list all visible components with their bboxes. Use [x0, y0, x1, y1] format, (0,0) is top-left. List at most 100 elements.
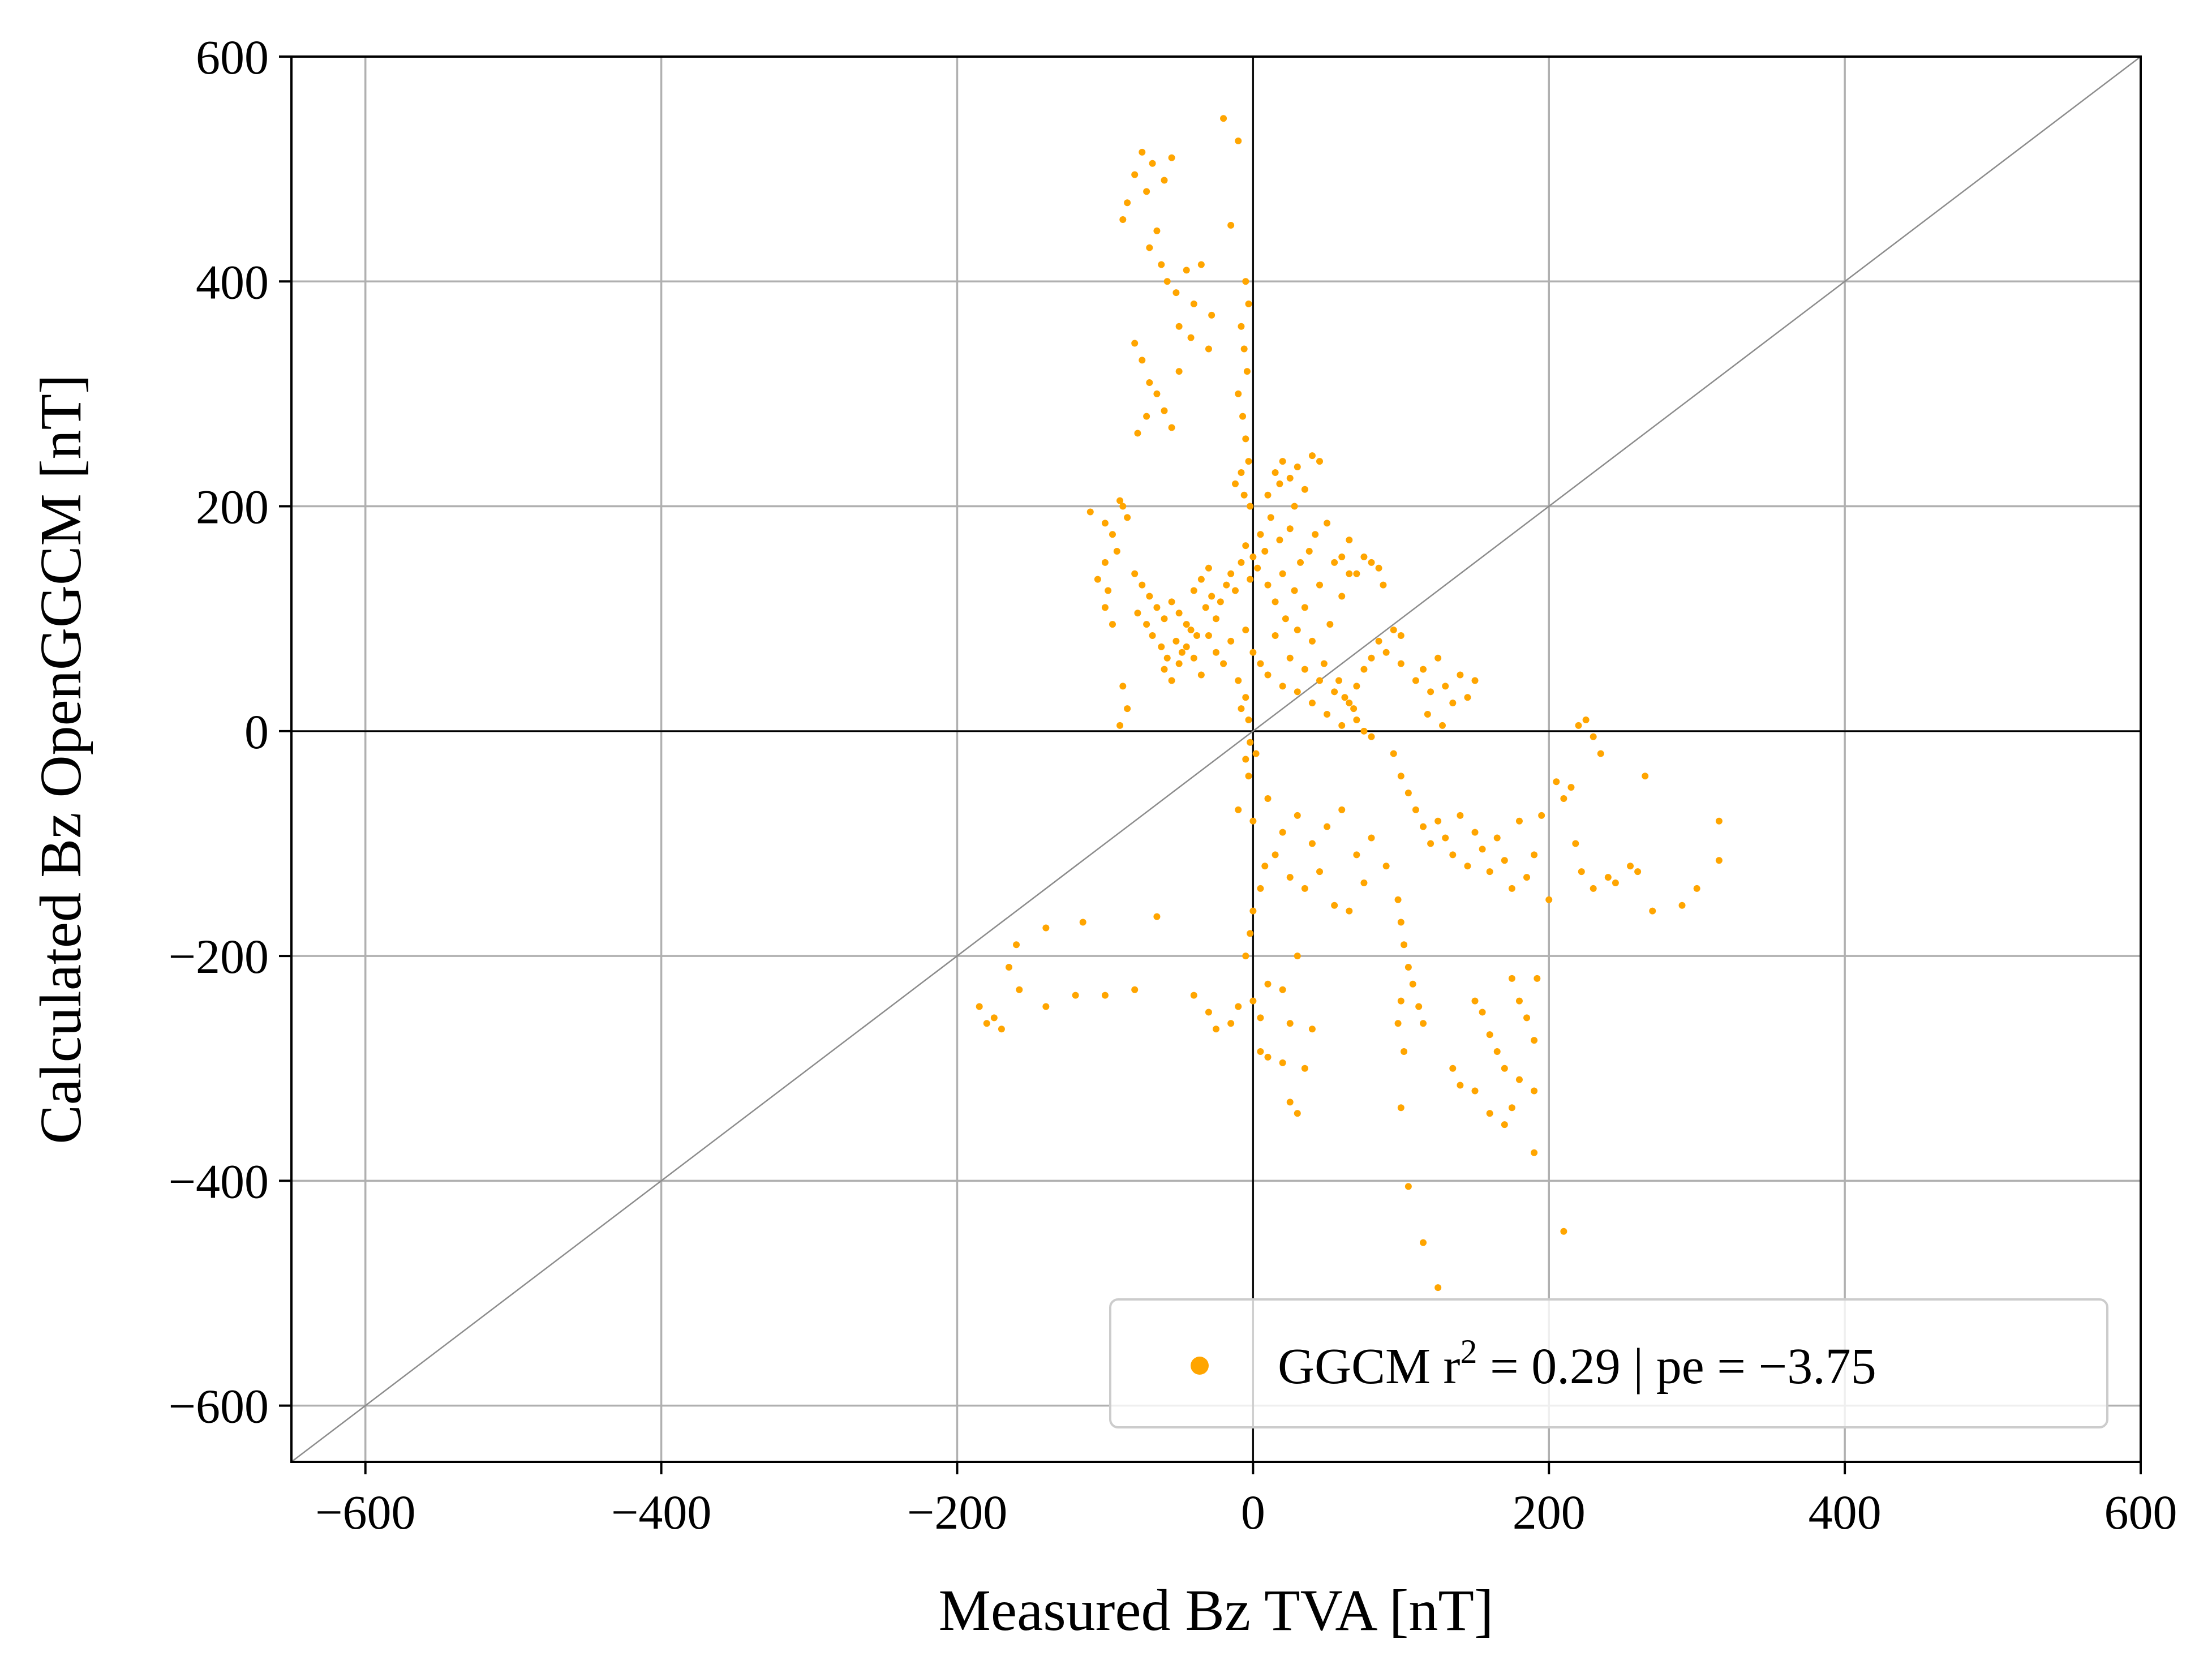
data-point — [1242, 278, 1249, 285]
data-point — [1457, 671, 1464, 679]
data-point — [1286, 1020, 1294, 1027]
data-point — [1257, 1048, 1264, 1055]
data-point — [1341, 694, 1348, 701]
data-point — [1316, 458, 1324, 465]
x-tick-label: 0 — [1241, 1485, 1265, 1539]
data-point — [1291, 503, 1298, 510]
data-point — [1457, 1082, 1464, 1089]
data-point — [1101, 559, 1109, 566]
data-point — [1264, 491, 1272, 499]
data-point — [1572, 840, 1579, 847]
data-point — [1515, 1076, 1523, 1083]
data-point — [1094, 576, 1101, 583]
data-point — [1239, 413, 1247, 420]
data-point — [1072, 992, 1079, 999]
legend-label-superscript: 2 — [1461, 1333, 1477, 1370]
data-point — [1404, 1183, 1412, 1190]
data-point — [1208, 593, 1215, 600]
data-point — [1146, 244, 1153, 251]
data-point — [976, 1003, 983, 1010]
data-point — [1590, 733, 1597, 740]
data-point — [1242, 435, 1249, 443]
data-point — [1360, 727, 1368, 735]
y-tick-label: 200 — [196, 480, 269, 534]
data-point — [1368, 559, 1375, 566]
data-point — [1149, 160, 1156, 167]
data-point — [1143, 188, 1150, 195]
x-tick-label: 600 — [2104, 1485, 2177, 1539]
data-point — [1479, 1009, 1486, 1016]
data-point — [1397, 773, 1404, 780]
data-point — [1131, 171, 1139, 178]
data-point — [1464, 863, 1471, 870]
y-tick-label: −400 — [168, 1154, 269, 1208]
data-point — [1338, 553, 1346, 560]
data-point — [1086, 508, 1094, 516]
x-tick-label: 400 — [1809, 1485, 1882, 1539]
data-point — [1531, 1037, 1538, 1044]
data-point — [1286, 525, 1294, 533]
data-point — [1139, 148, 1146, 156]
data-point — [1202, 604, 1209, 611]
data-point — [1124, 705, 1131, 713]
data-point — [1471, 1087, 1479, 1095]
x-tick-label: −200 — [907, 1485, 1008, 1539]
data-point — [1172, 289, 1180, 297]
data-point — [1324, 520, 1331, 527]
data-point — [1308, 700, 1316, 707]
data-point — [1163, 654, 1171, 662]
data-point — [1205, 564, 1212, 572]
data-point — [1360, 666, 1368, 673]
data-point — [1161, 177, 1168, 184]
data-point — [1442, 834, 1449, 842]
legend-label-suffix: = 0.29 | pe = −3.75 — [1477, 1338, 1876, 1395]
data-point — [1346, 537, 1353, 544]
x-tick-label: 200 — [1513, 1485, 1586, 1539]
data-point — [1158, 643, 1165, 650]
data-point — [1143, 413, 1150, 420]
data-point — [1149, 632, 1156, 639]
data-point — [1205, 345, 1212, 353]
data-point — [1197, 576, 1205, 583]
data-point — [1249, 907, 1257, 915]
data-point — [1678, 902, 1686, 909]
data-point — [1305, 548, 1313, 555]
data-point — [1523, 874, 1531, 881]
data-point — [1412, 806, 1419, 813]
data-point — [1175, 368, 1183, 375]
data-point — [1005, 963, 1012, 971]
data-point — [1471, 677, 1479, 684]
data-point — [1235, 1003, 1242, 1010]
data-point — [1134, 430, 1141, 437]
data-point — [1397, 997, 1404, 1005]
data-point — [1175, 610, 1183, 617]
y-axis-title: Calculated Bz OpenGGCM [nT] — [28, 374, 93, 1144]
data-point — [1242, 756, 1249, 763]
data-point — [1242, 627, 1249, 634]
data-point — [1109, 531, 1116, 538]
data-point — [1420, 823, 1427, 830]
data-point — [1368, 733, 1375, 740]
data-point — [1101, 604, 1109, 611]
y-tick-label: 0 — [244, 705, 269, 759]
data-point — [1079, 919, 1086, 926]
data-point — [1582, 716, 1590, 723]
reference-lines — [291, 56, 2141, 1462]
data-point — [1187, 334, 1195, 341]
data-point — [1560, 1228, 1567, 1235]
data-point — [1508, 975, 1515, 982]
data-point — [1397, 660, 1404, 667]
data-point — [1397, 1104, 1404, 1112]
y-tick-label: 400 — [196, 255, 269, 309]
legend-label: GGCM r2 = 0.29 | pe = −3.75 — [1278, 1333, 1876, 1395]
data-point — [1353, 716, 1360, 723]
data-point — [1404, 790, 1412, 797]
data-point — [1190, 992, 1197, 999]
data-point — [1308, 1026, 1316, 1033]
data-point — [1545, 896, 1553, 903]
data-point — [1434, 654, 1442, 662]
data-point — [1205, 632, 1212, 639]
data-point — [1501, 1121, 1508, 1129]
data-point — [1119, 216, 1127, 224]
